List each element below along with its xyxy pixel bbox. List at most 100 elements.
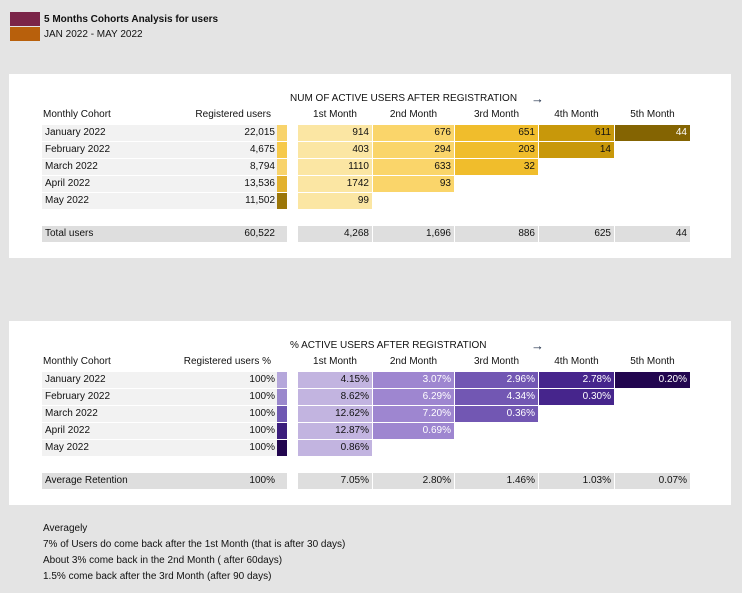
- cohort-label: May 2022: [42, 440, 190, 456]
- cohort-cell: 1742: [298, 176, 372, 192]
- cohort-cell: 4.34%: [455, 389, 538, 405]
- registered-value: 11,502: [189, 193, 278, 209]
- cohort-cell: 7.20%: [373, 406, 454, 422]
- total-cell: 625: [539, 226, 614, 242]
- column-header: 3rd Month: [473, 109, 520, 120]
- cohort-cell: 0.86%: [298, 440, 372, 456]
- cohort-cell: 633: [373, 159, 454, 175]
- row-color-bar: [277, 159, 287, 175]
- total-cell: 886: [455, 226, 538, 242]
- arrow-icon: →: [531, 91, 544, 106]
- registered-value: 100%: [189, 389, 278, 405]
- cohort-label: March 2022: [42, 406, 190, 422]
- registered-value: 100%: [189, 406, 278, 422]
- cohort-cell: 403: [298, 142, 372, 158]
- chart-title: NUM OF ACTIVE USERS AFTER REGISTRATION: [290, 93, 518, 104]
- cohort-cell: 44: [615, 125, 690, 141]
- legend-swatch-title: [10, 12, 40, 26]
- registered-header: Registered users: [195, 109, 271, 120]
- cohort-cell: 1110: [298, 159, 372, 175]
- cohort-cell: 93: [373, 176, 454, 192]
- cohort-cell: 203: [455, 142, 538, 158]
- total-cell: 1.03%: [539, 473, 614, 489]
- total-cell: 4,268: [298, 226, 372, 242]
- total-registered: 60,522: [189, 226, 278, 242]
- registered-value: 100%: [189, 440, 278, 456]
- chart-title: % ACTIVE USERS AFTER REGISTRATION: [290, 340, 487, 351]
- cohort-cell: 4.15%: [298, 372, 372, 388]
- registered-value: 100%: [189, 372, 278, 388]
- row-header: Monthly Cohort: [43, 356, 111, 367]
- cohort-label: May 2022: [42, 193, 190, 209]
- total-registered: 100%: [189, 473, 278, 489]
- row-color-bar: [277, 440, 287, 456]
- row-color-bar: [277, 176, 287, 192]
- cohort-cell: 2.96%: [455, 372, 538, 388]
- total-cell: 2.80%: [373, 473, 454, 489]
- registered-value: 13,536: [189, 176, 278, 192]
- column-header: 4th Month: [554, 356, 599, 367]
- cohort-label: January 2022: [42, 372, 190, 388]
- cohort-cell: 12.62%: [298, 406, 372, 422]
- cohort-cell: 914: [298, 125, 372, 141]
- column-header: 2nd Month: [389, 356, 438, 367]
- total-label: Total users: [42, 226, 190, 242]
- cohort-cell: 8.62%: [298, 389, 372, 405]
- column-header: 2nd Month: [389, 109, 438, 120]
- cohort-cell: 676: [373, 125, 454, 141]
- cohort-label: April 2022: [42, 423, 190, 439]
- row-color-bar: [277, 372, 287, 388]
- legend-title-row: 5 Months Cohorts Analysis for users: [10, 12, 218, 26]
- arrow-icon: →: [531, 338, 544, 353]
- note-line: 1.5% come back after the 3rd Month (afte…: [43, 571, 272, 582]
- legend-swatch-subtitle: [10, 27, 40, 41]
- cohort-cell: 14: [539, 142, 614, 158]
- cohort-cell: 3.07%: [373, 372, 454, 388]
- cohort-cell: 0.20%: [615, 372, 690, 388]
- row-color-bar: [277, 142, 287, 158]
- cohort-cell: 2.78%: [539, 372, 614, 388]
- cohort-label: February 2022: [42, 142, 190, 158]
- row-color-bar: [277, 193, 287, 209]
- column-header: 1st Month: [313, 109, 357, 120]
- total-label: Average Retention: [42, 473, 190, 489]
- registered-value: 100%: [189, 423, 278, 439]
- legend-subtitle: JAN 2022 - MAY 2022: [44, 28, 143, 40]
- row-header: Monthly Cohort: [43, 109, 111, 120]
- cohort-cell: 99: [298, 193, 372, 209]
- cohort-label: March 2022: [42, 159, 190, 175]
- total-cell: 1,696: [373, 226, 454, 242]
- registered-value: 4,675: [189, 142, 278, 158]
- cohort-label: January 2022: [42, 125, 190, 141]
- total-cell: 1.46%: [455, 473, 538, 489]
- column-header: 5th Month: [630, 109, 675, 120]
- total-spacer: [277, 226, 287, 242]
- cohort-label: February 2022: [42, 389, 190, 405]
- legend-title: 5 Months Cohorts Analysis for users: [44, 13, 219, 25]
- registered-value: 22,015: [189, 125, 278, 141]
- cohort-cell: 651: [455, 125, 538, 141]
- active-users-percent-panel: % ACTIVE USERS AFTER REGISTRATION → Monthl…: [9, 321, 731, 505]
- cohort-cell: 611: [539, 125, 614, 141]
- legend-subtitle-row: JAN 2022 - MAY 2022: [10, 27, 143, 41]
- cohort-cell: 0.69%: [373, 423, 454, 439]
- total-cell: 7.05%: [298, 473, 372, 489]
- active-users-panel: NUM OF ACTIVE USERS AFTER REGISTRATION → M…: [9, 74, 731, 258]
- cohort-cell: 6.29%: [373, 389, 454, 405]
- column-header: 5th Month: [630, 356, 675, 367]
- column-header: 1st Month: [313, 356, 357, 367]
- row-color-bar: [277, 125, 287, 141]
- cohort-cell: 32: [455, 159, 538, 175]
- registered-header: Registered users %: [183, 356, 271, 367]
- cohort-cell: 0.30%: [539, 389, 614, 405]
- cohort-cell: 12.87%: [298, 423, 372, 439]
- note-line: Averagely: [43, 523, 88, 534]
- cohort-cell: 294: [373, 142, 454, 158]
- row-color-bar: [277, 389, 287, 405]
- column-header: 4th Month: [554, 109, 599, 120]
- column-header: 3rd Month: [473, 356, 520, 367]
- note-line: About 3% come back in the 2nd Month ( af…: [43, 555, 283, 566]
- notes: Averagely 7% of Users do come back after…: [43, 521, 345, 585]
- total-cell: 44: [615, 226, 690, 242]
- row-color-bar: [277, 423, 287, 439]
